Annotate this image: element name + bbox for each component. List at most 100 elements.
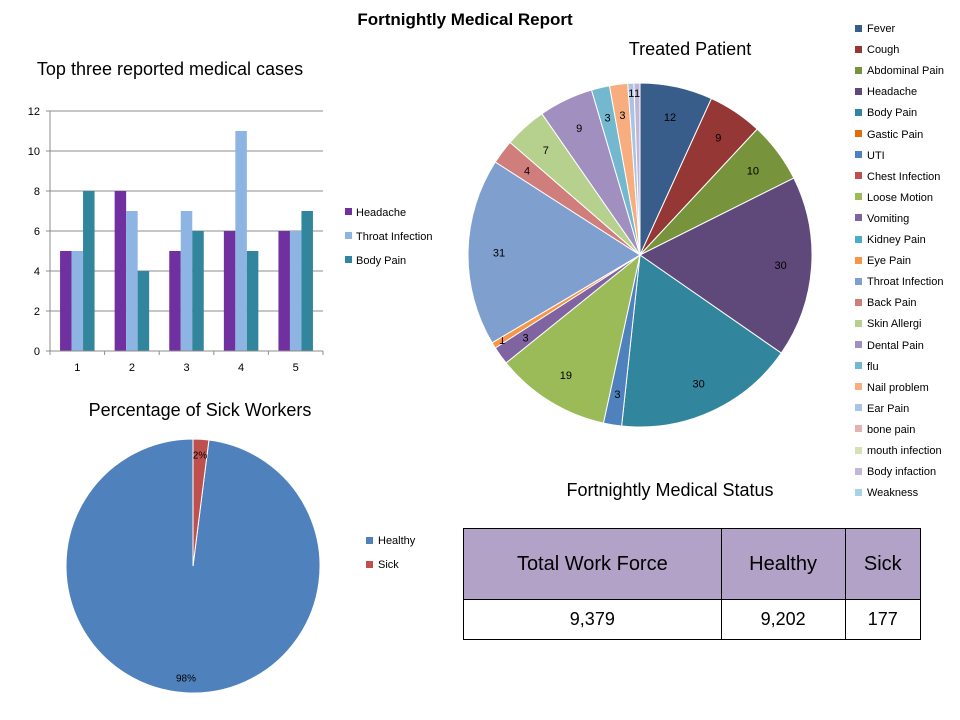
legend-label: Eye Pain bbox=[867, 255, 912, 268]
legend-item-fever: Fever bbox=[855, 23, 895, 35]
bar-body-pain-3 bbox=[192, 231, 204, 351]
pie-slice-loose-motion bbox=[505, 253, 641, 424]
data-label-sick: 2% bbox=[193, 450, 208, 461]
legend-swatch bbox=[855, 341, 862, 349]
bar-body-pain-5 bbox=[301, 211, 313, 351]
legend-item-sick: Sick bbox=[366, 559, 399, 571]
legend-swatch bbox=[855, 130, 862, 138]
legend-item-eye-pain: Eye Pain bbox=[855, 255, 911, 267]
legend-label: Fever bbox=[867, 23, 896, 35]
pie-slice-throat-infection bbox=[467, 161, 641, 344]
legend-swatch bbox=[855, 172, 862, 180]
value-total-work-force: 9,379 bbox=[463, 599, 722, 640]
y-tick-label: 8 bbox=[34, 186, 40, 198]
legend-item-abdominal-pain: Abdominal Pain bbox=[855, 65, 944, 77]
legend-item-headache: Headache bbox=[855, 86, 917, 98]
legend-item-body-pain: Body Pain bbox=[855, 107, 917, 119]
legend-label: UTI bbox=[867, 149, 885, 162]
data-label-eye-pain: 1 bbox=[499, 335, 505, 347]
legend-item-healthy: Healthy bbox=[366, 535, 415, 547]
value-sick: 177 bbox=[844, 599, 922, 640]
legend-label: Loose Motion bbox=[867, 191, 934, 204]
legend-item-flu: flu bbox=[855, 361, 879, 373]
bar-throat-infection-5 bbox=[289, 231, 302, 351]
legend-item-throat-infection: Throat Infection bbox=[855, 276, 943, 288]
legend-swatch bbox=[366, 560, 373, 568]
status-value-row: 9,379 9,202 177 bbox=[463, 599, 922, 640]
treated-pie-title: Treated Patient bbox=[628, 39, 752, 59]
legend-swatch-body-pain bbox=[345, 256, 352, 263]
legend-label: Nail problem bbox=[867, 381, 929, 394]
bar-body-pain-4 bbox=[246, 251, 259, 351]
bar-body-pain-2 bbox=[137, 271, 150, 351]
data-label-headache: 30 bbox=[775, 260, 787, 272]
legend-label: Headache bbox=[867, 86, 918, 99]
legend-swatch-headache bbox=[345, 208, 352, 215]
legend-label: flu bbox=[867, 360, 879, 373]
legend-item-skin-allergi: Skin Allergi bbox=[855, 318, 921, 330]
y-tick-label: 6 bbox=[34, 226, 40, 238]
bar-headache-2 bbox=[114, 191, 127, 351]
header-total-work-force: Total Work Force bbox=[463, 528, 722, 600]
legend-swatch-throat-infection bbox=[345, 232, 352, 239]
legend-label: Abdominal Pain bbox=[867, 65, 945, 78]
legend-swatch bbox=[366, 536, 373, 544]
page-title: Fortnightly Medical Report bbox=[357, 10, 573, 29]
pie-slice-headache bbox=[639, 177, 813, 354]
legend-label: Dental Pain bbox=[867, 339, 924, 352]
legend-item-back-pain: Back Pain bbox=[855, 297, 917, 309]
sick-pie-chart: 98% 2% bbox=[65, 438, 321, 694]
x-tick-label: 5 bbox=[293, 362, 299, 374]
legend-item-cough: Cough bbox=[855, 44, 899, 56]
value-healthy: 9,202 bbox=[720, 599, 846, 640]
legend-swatch bbox=[855, 425, 862, 433]
legend-swatch bbox=[855, 362, 862, 370]
data-label-vomiting: 3 bbox=[523, 332, 529, 344]
data-label-loose-motion: 19 bbox=[560, 370, 572, 382]
legend-swatch bbox=[855, 45, 862, 53]
pie-slice-body-pain bbox=[621, 254, 782, 428]
data-label-skin-allergi: 7 bbox=[543, 145, 549, 157]
legend-label: Ear Pain bbox=[867, 402, 910, 415]
legend-label: mouth infection bbox=[867, 445, 942, 457]
bar-throat-infection-4 bbox=[235, 131, 247, 351]
bar-body-pain-1 bbox=[83, 191, 95, 351]
legend-item-dental-pain: Dental Pain bbox=[855, 340, 924, 352]
legend-label: Healthy bbox=[378, 535, 416, 547]
legend-swatch bbox=[855, 383, 862, 391]
bar-headache-4 bbox=[223, 231, 236, 351]
legend-item-weakness: Weakness bbox=[855, 487, 918, 499]
bar-headache-5 bbox=[278, 231, 290, 351]
legend-label: Cough bbox=[867, 44, 900, 57]
pie-slice-body-infaction bbox=[633, 82, 641, 256]
legend-swatch bbox=[855, 277, 862, 285]
data-label-body-pain: 30 bbox=[692, 378, 704, 390]
y-tick-label: 4 bbox=[34, 266, 40, 278]
data-label-dental-pain: 9 bbox=[576, 123, 582, 135]
legend-item-nail-problem: Nail problem bbox=[855, 382, 929, 394]
sick-pie-title: Percentage of Sick Workers bbox=[88, 400, 312, 420]
status-table: Total Work Force Healthy Sick 9,379 9,20… bbox=[463, 528, 922, 640]
legend-item-kidney-pain: Kidney Pain bbox=[855, 234, 926, 246]
data-label-healthy: 98% bbox=[176, 674, 196, 685]
legend-label: Kidney Pain bbox=[867, 234, 926, 246]
pie-slice-sick bbox=[192, 438, 210, 567]
legend-label-body-pain: Body Pain bbox=[356, 255, 406, 267]
legend-item-vomiting: Vomiting bbox=[855, 213, 909, 225]
data-label-nail-problem: 3 bbox=[619, 110, 625, 122]
legend-swatch bbox=[855, 24, 862, 32]
legend-label: bone pain bbox=[867, 423, 916, 436]
legend-swatch bbox=[855, 404, 862, 412]
y-tick-label: 12 bbox=[28, 106, 40, 118]
bar-throat-infection-1 bbox=[71, 251, 84, 351]
legend-label: Chest Infection bbox=[867, 170, 941, 183]
data-label-back-pain: 4 bbox=[524, 165, 530, 177]
legend-swatch bbox=[855, 467, 862, 475]
legend-label: Gastic Pain bbox=[867, 128, 924, 141]
y-tick-label: 10 bbox=[28, 146, 40, 158]
status-header-row: Total Work Force Healthy Sick bbox=[463, 528, 922, 600]
x-tick-label: 2 bbox=[129, 362, 135, 374]
legend-label: Sick bbox=[378, 559, 399, 571]
